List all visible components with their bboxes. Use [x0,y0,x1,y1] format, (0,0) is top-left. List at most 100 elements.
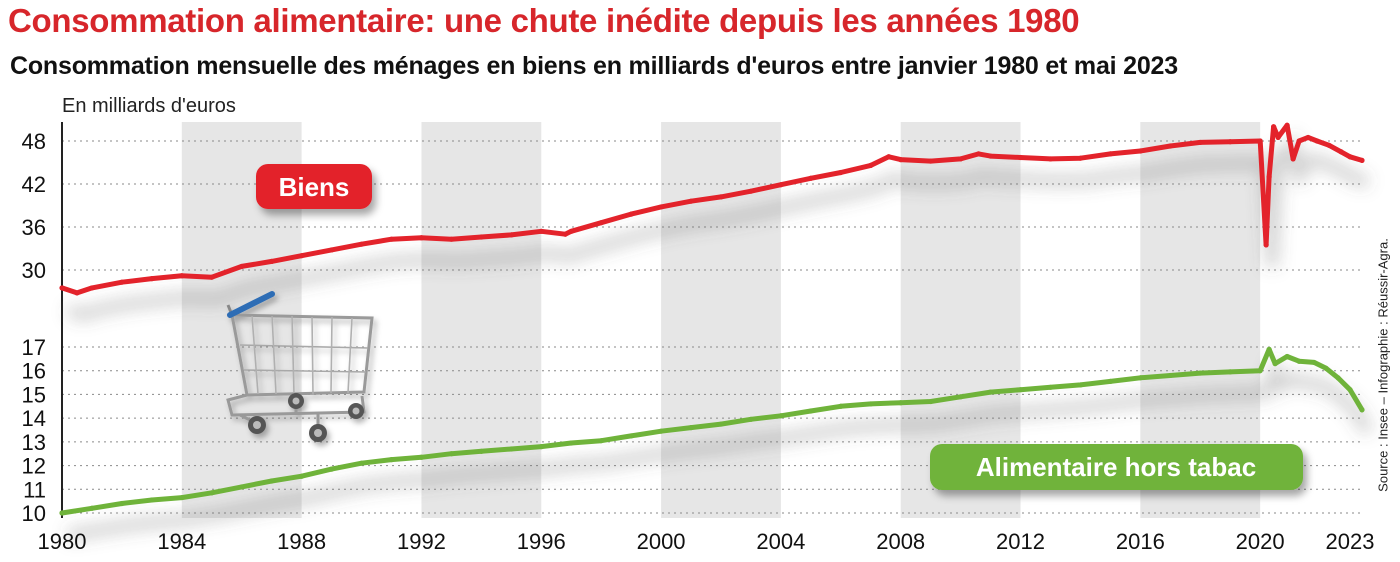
data-point [898,400,904,406]
data-point [1107,151,1113,157]
x-tick-label: 2023 [1326,529,1375,554]
data-point [269,478,275,484]
data-point [209,274,215,280]
alimentaire-label: Alimentaire hors tabac [930,444,1303,490]
data-point [1272,361,1278,367]
x-tick-label: 2012 [996,529,1045,554]
data-point [808,175,814,181]
data-point [1257,138,1263,144]
series-lines [59,122,1365,516]
data-point [928,398,934,405]
band-1992 [421,122,542,518]
data-point [478,448,484,454]
data-point [975,151,982,157]
y-axis-unit-label: En milliards d'euros [62,95,236,117]
x-tick-label: 1988 [277,529,326,554]
data-point [1263,242,1269,248]
data-point [1227,369,1233,375]
data-point [1323,365,1329,371]
data-point [868,401,874,407]
data-point [1326,142,1332,148]
data-point [358,241,365,247]
data-point [74,290,80,296]
data-point [958,156,964,162]
data-point [59,285,65,291]
x-tick-label: 1980 [38,529,87,554]
shopping-cart-icon [226,291,374,442]
data-point [1257,368,1263,374]
data-point [328,466,335,472]
data-point [598,220,604,226]
data-point [1197,139,1203,146]
data-point [448,236,455,242]
data-point [328,247,335,253]
data-point [388,236,395,242]
data-point [269,258,275,264]
data-point [239,263,245,270]
data-point [1271,124,1277,130]
y-tick-label: 36 [22,215,46,240]
data-point [418,235,425,241]
data-point [508,446,514,452]
data-point [598,438,604,444]
data-point [89,505,95,511]
data-point [179,273,185,279]
data-point [119,279,125,285]
data-point [1359,407,1365,413]
y-tick-label: 17 [22,335,46,360]
data-point [778,182,784,188]
data-point [1266,174,1272,180]
series-shadow [66,132,1370,322]
data-point [388,457,395,463]
biens-label-text: Biens [279,172,350,202]
line-shadows [66,132,1374,541]
data-point [718,421,724,427]
x-tick-label: 1996 [517,529,566,554]
x-tick-label: 1992 [397,529,446,554]
data-point [628,211,634,217]
data-point [179,494,185,501]
data-point [928,158,934,164]
data-point [1284,353,1290,360]
data-point [1359,157,1365,163]
data-point [1266,346,1272,352]
y-tick-label: 42 [22,172,46,197]
data-point [1017,154,1024,161]
data-point [1275,134,1281,141]
data-point [508,232,514,238]
data-point [1017,387,1024,393]
data-point [838,403,844,409]
data-point [1227,139,1233,145]
x-tick-label: 1984 [157,529,206,554]
data-point [358,460,365,466]
data-point [987,153,994,159]
data-point [239,484,245,490]
data-point [209,490,215,496]
data-point [538,444,544,450]
chart-title: Consommation alimentaire: une chute inéd… [8,2,1080,39]
data-point [688,198,694,204]
data-point [1077,155,1084,161]
data-point [478,234,484,240]
data-point [1167,372,1173,379]
data-point [568,228,574,234]
data-point [1347,387,1353,393]
data-point [1305,134,1311,141]
data-point [418,454,425,460]
x-tick-label: 2004 [756,529,805,554]
data-point [1137,148,1143,154]
data-point [718,194,724,200]
data-point [1107,378,1113,384]
data-point [1077,382,1084,388]
x-tick-labels: 1980 1984 1988 1992 1996 2000 2004 2008 2012 2016… [38,529,1375,554]
data-point [1296,138,1302,144]
data-point [1167,143,1173,149]
data-point [748,416,754,422]
y-tick-label: 30 [22,258,46,283]
y-tick-label: 12 [22,454,46,479]
data-point [1290,156,1296,162]
data-point [149,276,155,282]
data-point [1296,358,1302,364]
